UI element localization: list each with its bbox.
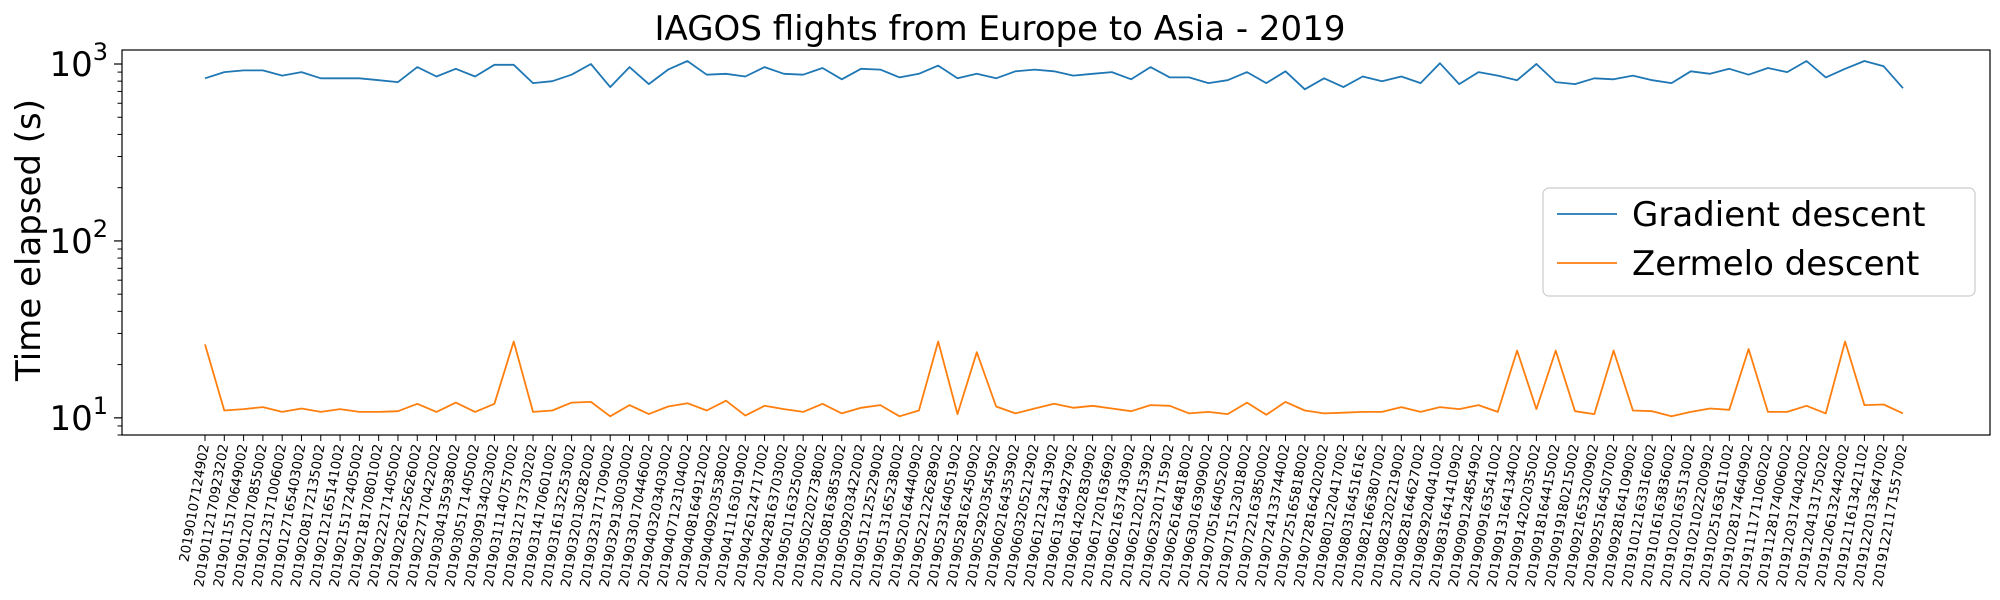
series-lines [204, 60, 1904, 418]
legend-label-gradient-descent: Gradient descent [1632, 195, 1926, 235]
legend-box [1542, 187, 1976, 297]
y-tick-label-2: 103 [49, 38, 108, 85]
y-axis-label: Time elapsed (s) [9, 99, 49, 382]
plot-frame [121, 49, 1991, 436]
y-tick-label-0: 101 [49, 392, 108, 439]
y-tick-label-1: 102 [49, 215, 108, 262]
chart-title: IAGOS flights from Europe to Asia - 2019 [655, 9, 1346, 49]
series-line-1 [204, 340, 1904, 418]
legend-label-zermelo-descent: Zermelo descent [1632, 244, 1919, 284]
x-axis-ticks: 2019010712490220190112170923202201901151… [177, 435, 1911, 588]
y-axis-ticks: 101 102 103 [49, 38, 122, 439]
legend: Gradient descent Zermelo descent [1542, 187, 1976, 297]
series-line-0 [204, 60, 1904, 91]
